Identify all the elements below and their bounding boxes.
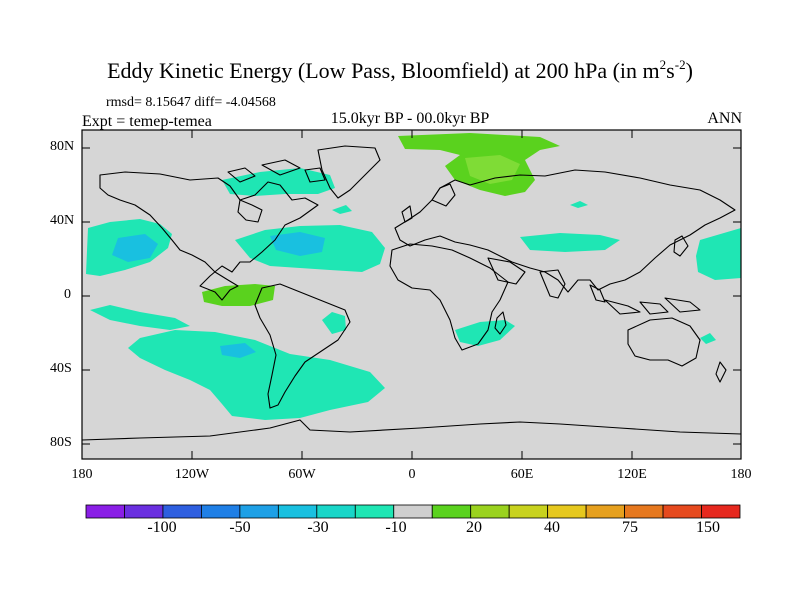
lon-tick-label: 180 bbox=[71, 467, 93, 482]
coastline-scandinavia bbox=[431, 183, 456, 207]
coastline-south-america bbox=[254, 283, 351, 409]
negative-region-southern-ocean bbox=[128, 330, 385, 420]
lon-tick-label: 120E bbox=[617, 467, 647, 482]
map-background bbox=[82, 130, 741, 459]
negative-region-tropical-east-pacific bbox=[90, 305, 190, 330]
coastline-japan bbox=[673, 235, 689, 257]
colorbar-box bbox=[470, 504, 510, 519]
colorbar-box bbox=[585, 504, 625, 519]
chart-title: Eddy Kinetic Energy (Low Pass, Bloomfiel… bbox=[107, 57, 693, 83]
coastline-arabia bbox=[487, 257, 526, 285]
colorbar-label: 20 bbox=[466, 519, 482, 536]
coastline-antarctica bbox=[81, 419, 742, 441]
colorbar-box bbox=[201, 504, 241, 519]
lat-tick-label: 80N bbox=[50, 139, 75, 154]
colorbar-box bbox=[239, 504, 279, 519]
colorbar-box bbox=[547, 504, 587, 519]
lon-tick-label: 120W bbox=[174, 467, 210, 482]
period-label: 15.0kyr BP - 00.0kyr BP bbox=[330, 110, 490, 127]
coastline-greenland bbox=[317, 145, 381, 199]
negative-region-europe bbox=[332, 205, 352, 214]
colorbar bbox=[85, 504, 741, 519]
negative-core-southern-ocean bbox=[220, 343, 256, 358]
colorbar-label: 40 bbox=[544, 519, 560, 536]
colorbar-label: -10 bbox=[385, 519, 407, 536]
lon-tick-label: 180 bbox=[730, 467, 752, 482]
coastline-africa bbox=[389, 243, 509, 351]
colorbar-box bbox=[662, 504, 702, 519]
colorbar-box bbox=[354, 504, 395, 519]
colorbar-label: -100 bbox=[147, 519, 177, 536]
lat-tick-label: 40N bbox=[50, 213, 75, 228]
coastline-eurasia bbox=[394, 169, 736, 293]
coastline-madagascar bbox=[494, 311, 507, 335]
experiment-label: Expt = temep-temea bbox=[82, 113, 212, 130]
coastline-uk bbox=[401, 205, 413, 223]
lon-tick-label: 0 bbox=[408, 467, 416, 482]
colorbar-label: -30 bbox=[307, 519, 329, 536]
coastline-north-america bbox=[99, 171, 319, 301]
colorbar-box bbox=[316, 504, 356, 519]
coastline-canadian-archipelago bbox=[227, 159, 326, 183]
lat-tick-label: 80S bbox=[50, 435, 72, 450]
coastline-hudson-bay bbox=[237, 199, 263, 223]
axis-ticks bbox=[82, 130, 741, 459]
negative-region-west-pacific bbox=[696, 228, 741, 280]
colorbar-box bbox=[508, 504, 549, 519]
rmsd-diff-stats: rmsd= 8.15647 diff= -4.04568 bbox=[106, 95, 276, 110]
negative-region-asia-jet bbox=[520, 233, 620, 252]
lat-tick-label: 0 bbox=[64, 287, 71, 302]
negative-region-australia-east bbox=[700, 333, 716, 344]
lon-tick-label: 60E bbox=[510, 467, 534, 482]
colorbar-box bbox=[624, 504, 664, 519]
negative-region-south-africa bbox=[455, 320, 515, 346]
lon-tick-label: 60W bbox=[288, 467, 316, 482]
map-panel bbox=[81, 129, 742, 460]
coastline-new-zealand bbox=[715, 361, 727, 383]
colorbar-box bbox=[162, 504, 202, 519]
negative-region-south-america bbox=[322, 312, 346, 334]
colorbar-box bbox=[393, 504, 433, 519]
colorbar-box bbox=[124, 504, 164, 519]
negative-core-north-atlantic bbox=[270, 232, 325, 256]
colorbar-label: 75 bbox=[622, 519, 638, 536]
negative-core-north-pacific bbox=[112, 234, 158, 262]
colorbar-label: -50 bbox=[229, 519, 251, 536]
lat-tick-label: 40S bbox=[50, 361, 72, 376]
season-label: ANN bbox=[707, 110, 742, 127]
negative-region-north-asia bbox=[570, 201, 588, 208]
coastline-australia bbox=[627, 317, 701, 367]
colorbar-box bbox=[277, 504, 318, 519]
colorbar-label: 150 bbox=[696, 519, 720, 536]
coastlines bbox=[81, 145, 742, 441]
colorbar-box bbox=[85, 504, 125, 519]
coastline-india bbox=[539, 269, 566, 299]
colorbar-box bbox=[701, 504, 741, 519]
coastline-southeast-asia bbox=[589, 284, 701, 315]
colorbar-box bbox=[431, 504, 472, 519]
